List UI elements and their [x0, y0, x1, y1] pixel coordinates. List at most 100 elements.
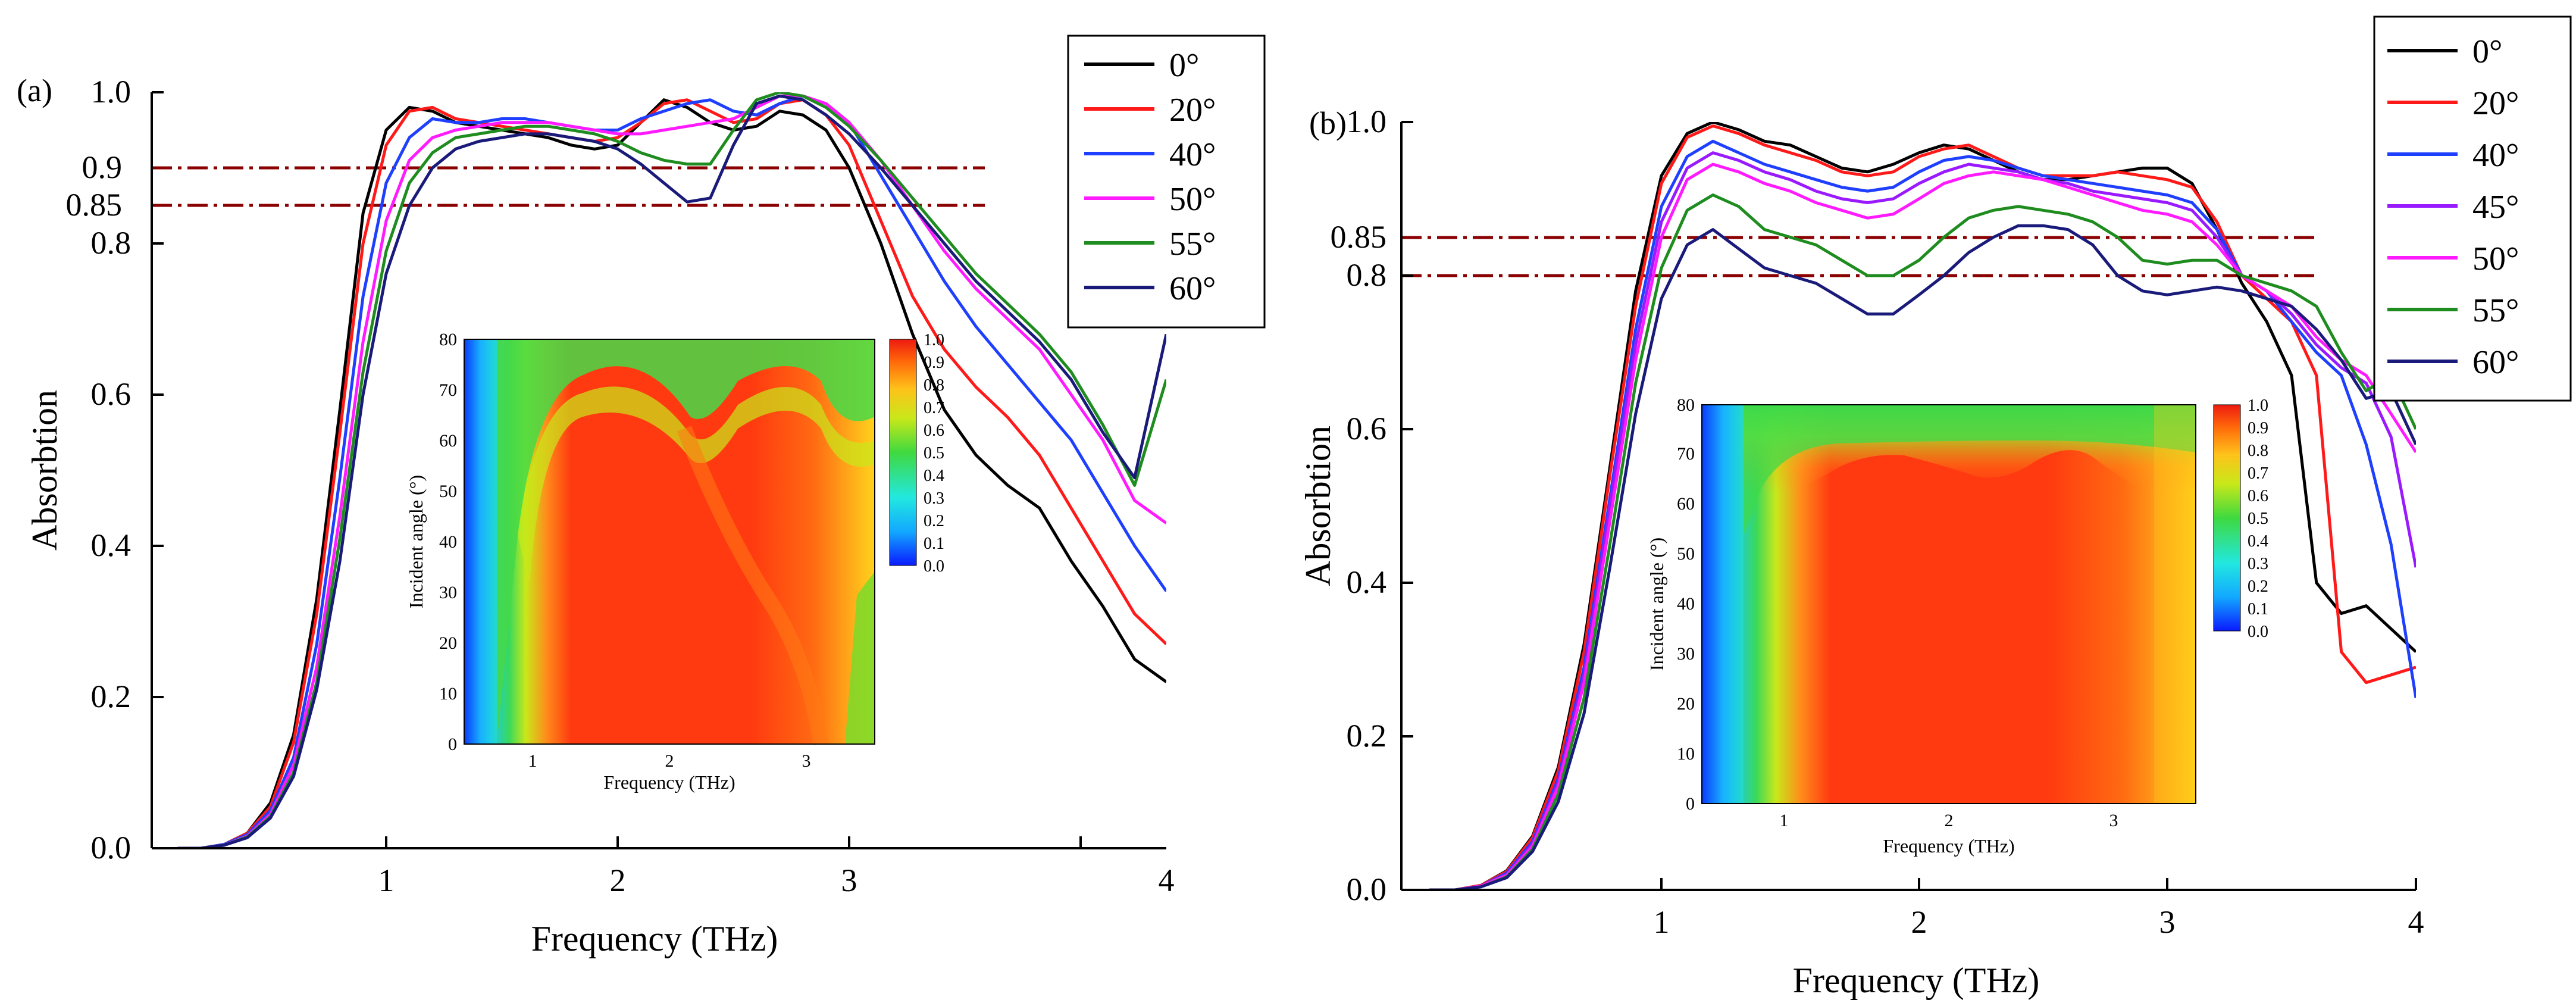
y-tick-label: 0.9 [82, 149, 123, 185]
colorbar-tick-label: 1.0 [2248, 396, 2268, 415]
colorbar-tick-label: 0.7 [924, 399, 944, 417]
legend-entry: 40° [2472, 137, 2519, 174]
inset-x-axis-label: Frequency (THz) [1883, 835, 2014, 857]
inset-y-tick-label: 80 [1677, 395, 1695, 415]
y-tick-label: 1.0 [1347, 104, 1387, 139]
x-tick-label: 2 [1911, 904, 1927, 940]
inset-y-tick-label: 50 [439, 482, 457, 501]
series-line-55deg [1429, 193, 2416, 890]
legend-entry: 55° [1169, 226, 1216, 263]
heatmap-high-frequency-fade [2154, 405, 2196, 804]
heatmap-high-frequency-edge [845, 571, 875, 744]
y-tick-label: 0.2 [1347, 718, 1387, 754]
colorbar-tick-label: 0.2 [924, 512, 944, 530]
y-tick-label: 0.6 [1347, 411, 1387, 446]
x-tick-label: 4 [1159, 863, 1175, 898]
y-tick-label: 0.8 [91, 225, 132, 261]
inset-y-tick-label: 70 [439, 380, 457, 400]
reference-lines [1401, 236, 2315, 277]
colorbar-tick-label: 0.1 [2248, 600, 2268, 618]
reference-lines [152, 166, 985, 207]
panel-b: (b) 0.0 0.2 0.4 0.6 0.8 0.85 1.0 1 2 3 4… [1298, 15, 2572, 1000]
colorbar-tick-label: 0.5 [924, 444, 944, 463]
y-tick-label: 0.85 [1331, 219, 1387, 255]
inset-y-tick-label: 60 [1677, 494, 1695, 514]
colorbar-tick-label: 0.2 [2248, 577, 2268, 596]
heatmap-low-frequency-band [464, 339, 497, 744]
inset-x-tick-label: 1 [1780, 811, 1789, 830]
y-tick-label: 0.6 [91, 376, 132, 412]
inset-y-tick-label: 10 [439, 684, 457, 704]
inset-x-tick-label: 2 [665, 751, 674, 771]
colorbar-tick-label: 0.3 [2248, 555, 2268, 573]
x-axis-label: Frequency (THz) [531, 919, 778, 958]
legend-entry: 60° [1169, 270, 1216, 307]
colorbar-tick-label: 0.8 [2248, 442, 2268, 460]
heatmap-frame [1701, 404, 2196, 804]
legend-box [2373, 15, 2572, 402]
panel-label: (a) [17, 73, 52, 108]
inset-y-tick-label: 20 [439, 633, 457, 653]
series-line-20deg [1429, 124, 2416, 890]
inset-y-tick-label: 50 [1677, 544, 1695, 564]
inset-y-tick-label: 0 [1686, 794, 1695, 814]
inset-x-axis-label: Frequency (THz) [603, 771, 735, 793]
legend-entry: 45° [2472, 189, 2519, 226]
x-tick-label: 1 [1654, 904, 1670, 940]
legend-entry: 50° [1169, 181, 1216, 218]
inset-x-tick-label: 3 [2109, 811, 2118, 830]
legend-entry: 20° [1169, 92, 1216, 129]
inset-y-tick-label: 40 [439, 532, 457, 552]
colorbar-tick-label: 0.3 [924, 489, 944, 508]
legend-entry: 55° [2472, 292, 2519, 329]
colorbar-tick-label: 0.8 [924, 376, 944, 395]
y-tick-label: 0.85 [66, 187, 123, 223]
inset-y-tick-label: 60 [439, 431, 457, 451]
y-axis-label: Absorbtion [1298, 426, 1338, 586]
colorbar-tick-label: 1.0 [924, 331, 944, 349]
panel-label: (b) [1309, 105, 1347, 141]
y-tick-label: 0.0 [91, 830, 132, 865]
colorbar-tick-label: 0.6 [924, 421, 944, 440]
inset-x-tick-label: 2 [1945, 811, 1954, 830]
inset-y-tick-label: 80 [439, 330, 457, 349]
colorbar-tick-label: 0.9 [924, 354, 944, 372]
inset-y-axis-label: Incident angle (°) [405, 475, 427, 608]
y-axis-label: Absorbtion [25, 390, 64, 551]
y-tick-label: 0.4 [1347, 564, 1387, 600]
inset-y-tick-label: 40 [1677, 594, 1695, 614]
y-tick-label: 0.8 [1347, 257, 1387, 293]
y-tick-label: 0.4 [91, 527, 132, 563]
inset-y-tick-label: 10 [1677, 744, 1695, 764]
x-tick-label: 3 [2159, 904, 2176, 940]
legend-box [1067, 35, 1266, 329]
series-line-60deg [177, 94, 1166, 848]
inset-x-tick-label: 3 [802, 751, 811, 771]
heatmap-low-frequency-band [1702, 405, 1744, 804]
inset-x-tick-labels: 1 2 3 [1780, 811, 2118, 830]
inset-y-tick-labels: 0 10 20 30 40 50 60 70 80 [1677, 395, 1695, 814]
series-line-50deg [1429, 163, 2416, 890]
heatmap-upper-band [1744, 405, 2196, 536]
legend-entry: 0° [1169, 47, 1199, 84]
colorbar-tick-labels: 0.0 0.1 0.2 0.3 0.4 0.5 0.6 0.7 0.8 0.9 … [2248, 396, 2268, 641]
x-tick-labels: 1 2 3 4 [378, 863, 1175, 898]
series-line-50deg [177, 94, 1166, 848]
y-tick-labels: 0.0 0.2 0.4 0.6 0.8 0.85 0.9 1.0 [66, 74, 132, 865]
heatmap-diagonal-ridge [677, 426, 829, 745]
x-tick-label: 4 [2408, 904, 2424, 940]
inset-heatmap: 0 10 20 30 40 50 60 70 80 1 2 3 Frequenc… [405, 330, 944, 793]
series-line-20deg [177, 98, 1166, 848]
heatmap-frame [464, 339, 875, 745]
colorbar-tick-label: 0.1 [924, 535, 944, 553]
colorbar [889, 339, 917, 566]
inset-y-tick-label: 70 [1677, 444, 1695, 464]
series-line-60deg [1429, 224, 2416, 890]
y-tick-labels: 0.0 0.2 0.4 0.6 0.8 0.85 1.0 [1331, 104, 1387, 907]
legend-entry: 60° [2472, 344, 2519, 381]
colorbar-tick-label: 0.9 [2248, 419, 2268, 438]
inset-y-tick-label: 20 [1677, 694, 1695, 714]
series-lines [1429, 122, 2416, 890]
inset-y-tick-labels: 0 10 20 30 40 50 60 70 80 [439, 330, 457, 754]
